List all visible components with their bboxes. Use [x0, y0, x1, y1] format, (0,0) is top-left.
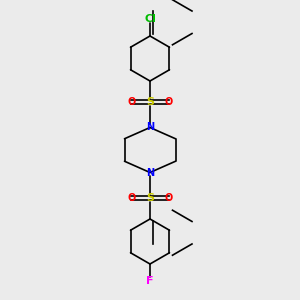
- Text: Cl: Cl: [144, 14, 156, 24]
- Text: O: O: [164, 97, 173, 107]
- Text: S: S: [146, 193, 154, 203]
- Text: O: O: [127, 97, 136, 107]
- Text: O: O: [164, 193, 173, 203]
- Text: F: F: [146, 276, 154, 286]
- Text: N: N: [146, 167, 154, 178]
- Text: S: S: [146, 97, 154, 107]
- Text: O: O: [127, 193, 136, 203]
- Text: N: N: [146, 122, 154, 133]
